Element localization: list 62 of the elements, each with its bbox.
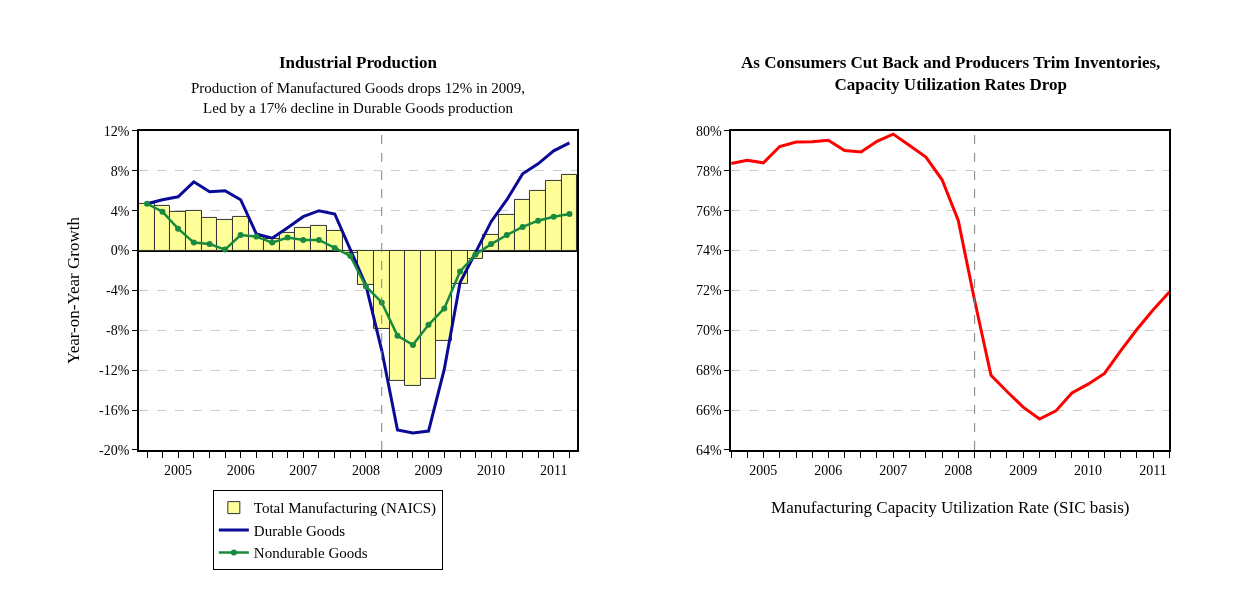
point	[519, 223, 526, 230]
point	[566, 210, 573, 217]
chart-subtitle: Production of Manufactured Goods drops 12% in 2009, Led by a 17% decline in Durable Goods production	[191, 80, 526, 116]
x-tick-label: 2011	[539, 462, 568, 478]
y-tick-label: 76%	[695, 203, 722, 219]
y-tick-label: 66%	[695, 402, 722, 418]
y-tick-label: 80%	[695, 123, 722, 139]
y-tick-label: -4%	[106, 283, 130, 299]
y-axis-title: Year-on-Year Growth	[64, 216, 84, 364]
y-tick-label: 78%	[695, 163, 722, 179]
point	[144, 200, 151, 207]
chart-title: Industrial Production	[279, 53, 438, 72]
point	[222, 246, 229, 253]
x-tick-label: 2009	[1009, 462, 1038, 478]
y-tick-label: 8%	[110, 163, 130, 179]
y-tick-label: 4%	[110, 203, 130, 219]
x-tick-label: 2008	[351, 462, 380, 478]
line-series	[731, 132, 1170, 421]
y-tick-label: 72%	[695, 283, 722, 299]
x-tick-label: 2010	[1074, 462, 1103, 478]
x-tick-label: 2008	[944, 462, 973, 478]
point	[331, 244, 338, 251]
point	[550, 213, 557, 220]
point	[362, 283, 369, 290]
y-tick-label: 70%	[695, 323, 722, 339]
x-tick-label: 2006	[814, 462, 843, 478]
point	[175, 225, 182, 232]
x-tick-label: 2009	[414, 462, 443, 478]
chart-title: As Consumers Cut Back and Producers Trim Inventories, Capacity Utilization Rates Drop	[741, 53, 1161, 95]
point	[535, 217, 542, 224]
point	[503, 232, 510, 239]
x-tick-label: 2005	[164, 462, 193, 478]
y-tick-label: -16%	[99, 402, 130, 418]
point	[457, 268, 464, 275]
point	[394, 332, 401, 339]
y-tick-label: -20%	[99, 442, 130, 458]
y-tick-label: -12%	[99, 363, 130, 379]
y-tick-label: 64%	[695, 442, 722, 458]
point	[347, 253, 354, 260]
point	[206, 241, 213, 248]
point	[159, 208, 166, 215]
x-tick-label: 2005	[749, 462, 778, 478]
legend-label: Durable Goods	[253, 522, 346, 539]
x-tick-label: 2010	[477, 462, 506, 478]
y-tick-label: 68%	[695, 363, 722, 379]
legend-label: Total Manufacturing (NAICS)	[253, 500, 437, 518]
y-tick-label: 74%	[695, 243, 722, 259]
y-tick-label: -8%	[106, 323, 130, 339]
legend-label: Nondurable Goods	[253, 545, 368, 562]
point	[237, 232, 244, 239]
x-tick-label: 2011	[1139, 462, 1167, 478]
point	[253, 233, 260, 240]
y-tick-label: 0%	[110, 243, 130, 259]
y-tick-label: 12%	[103, 123, 130, 139]
x-tick-label: 2007	[879, 462, 908, 478]
x-tick-label: 2007	[289, 462, 318, 478]
point	[190, 239, 197, 246]
x-axis-title: Manufacturing Capacity Utilization Rate (SIC basis)	[771, 498, 1130, 518]
point	[441, 305, 448, 312]
point	[425, 321, 432, 328]
x-tick-label: 2006	[226, 462, 255, 478]
point	[409, 341, 416, 348]
